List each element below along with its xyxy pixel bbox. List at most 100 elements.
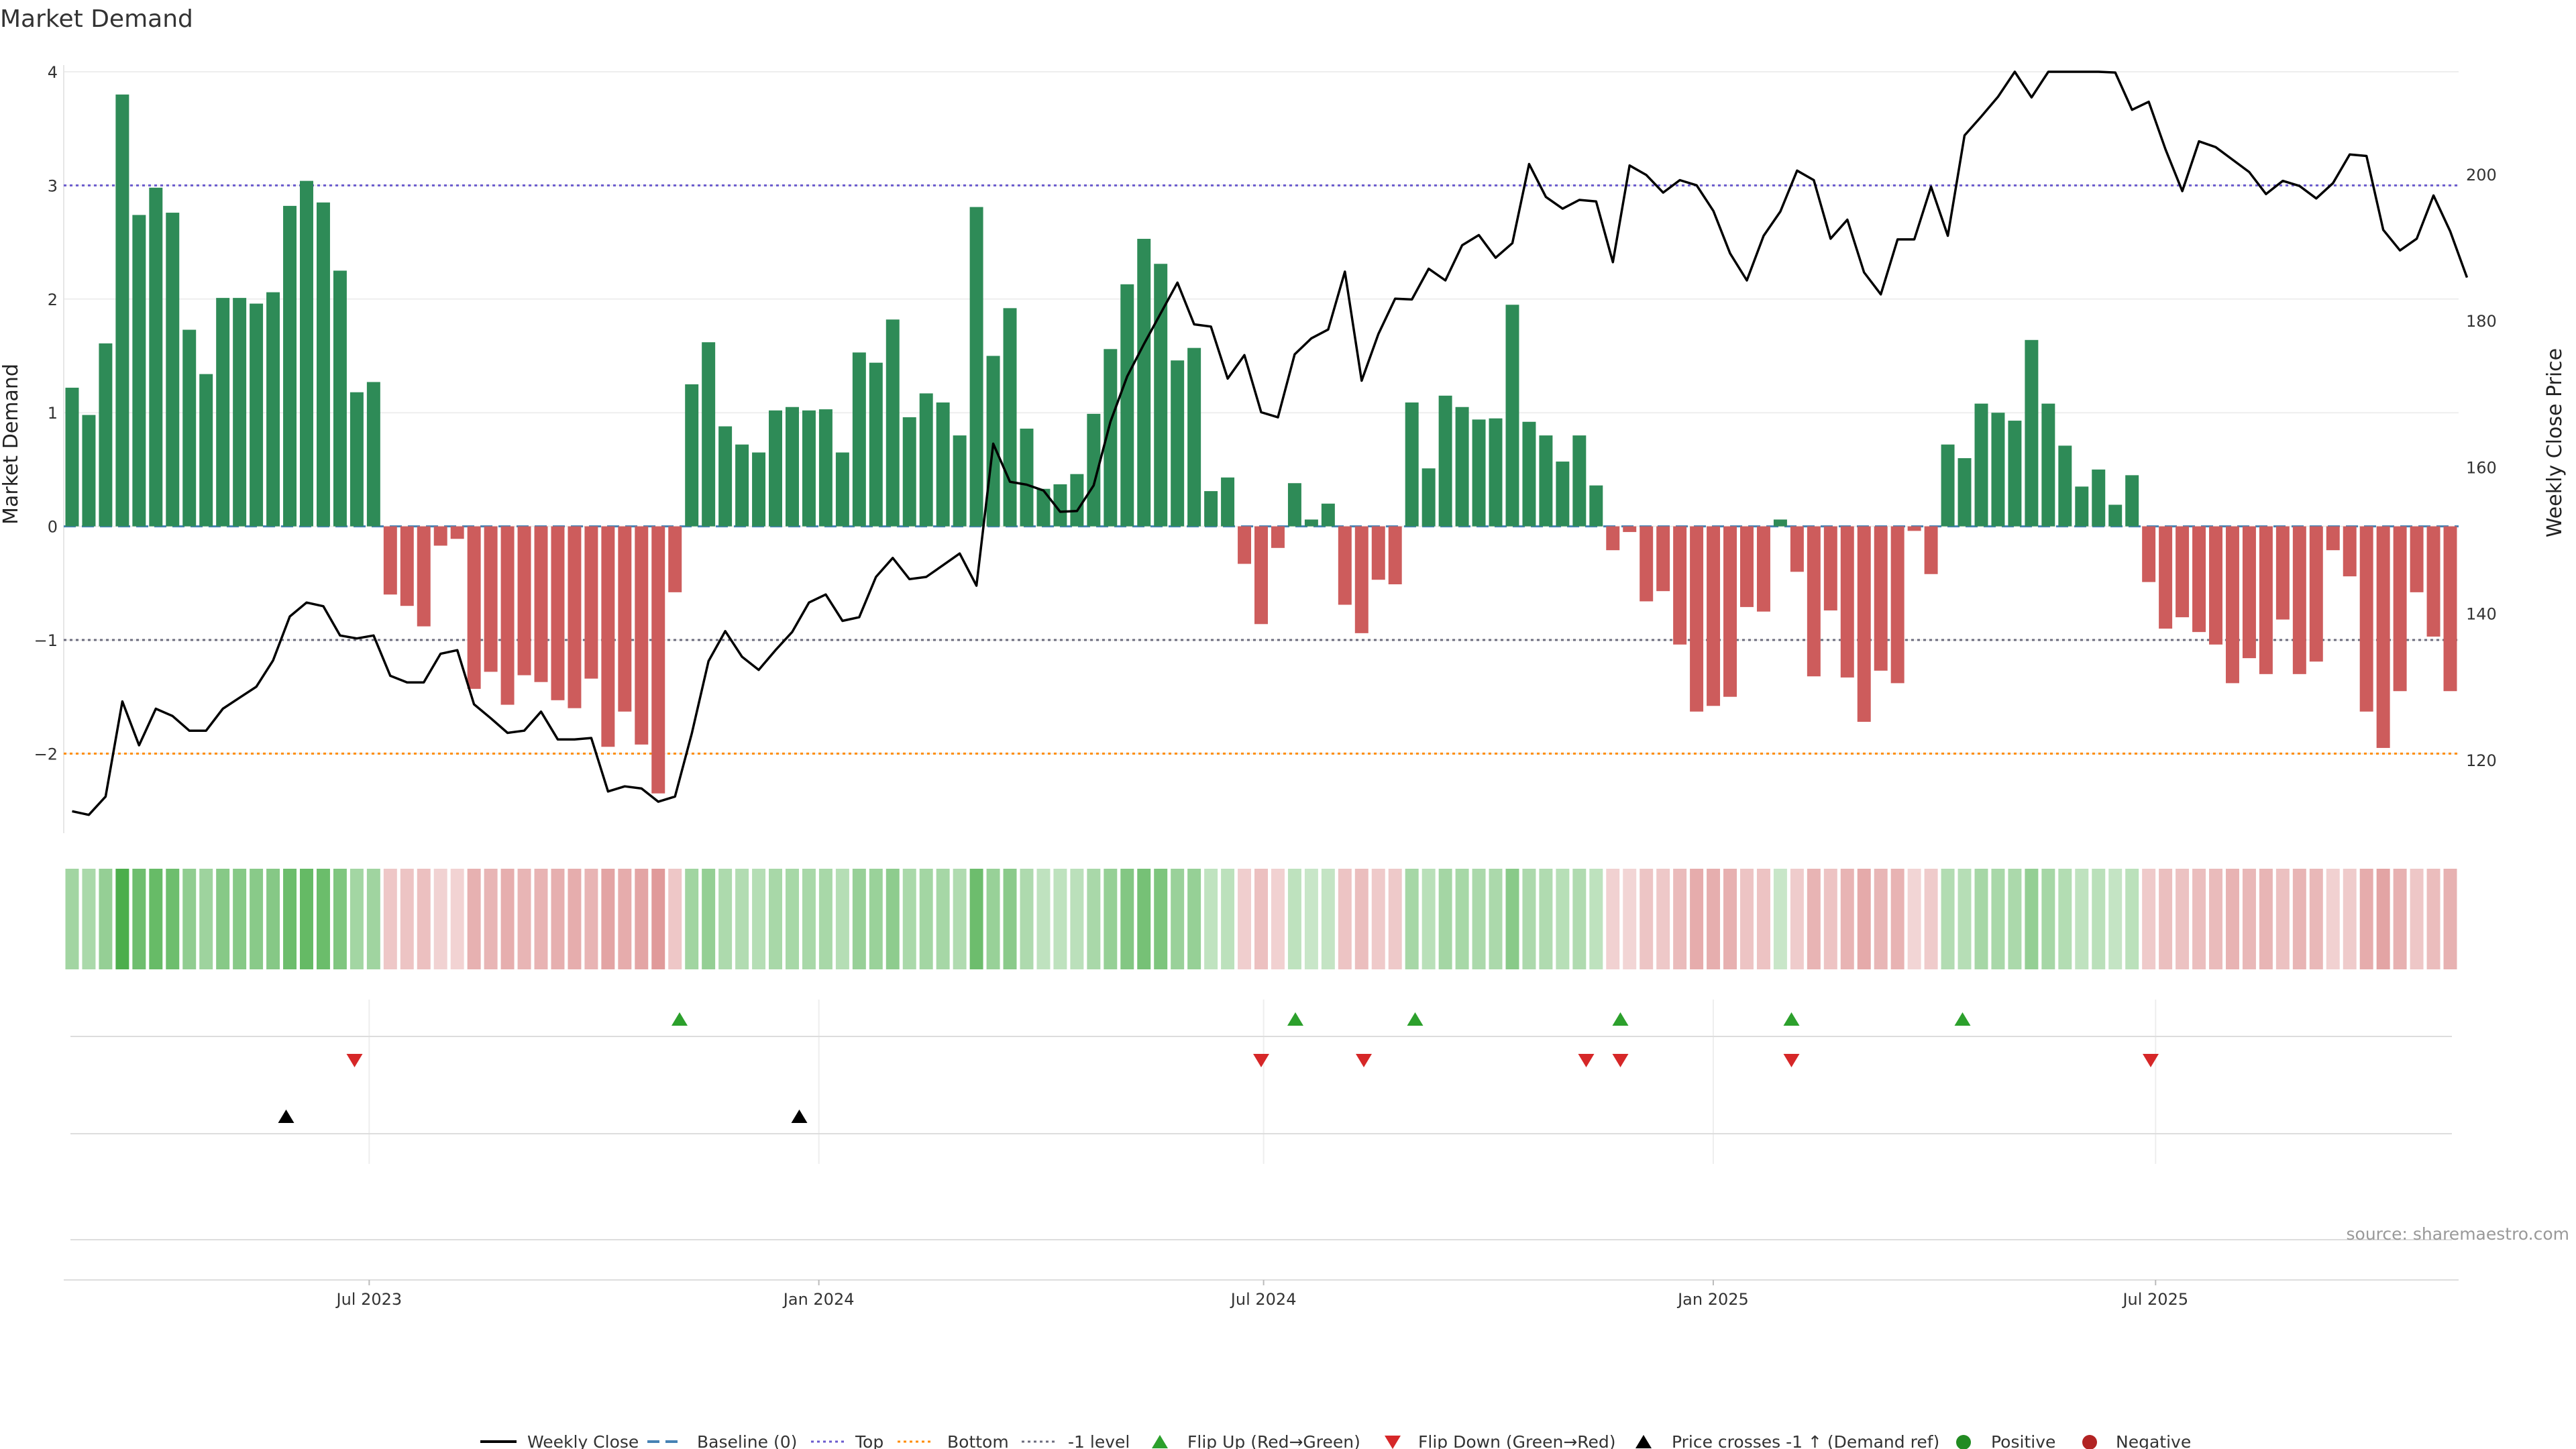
demand-bar-positive (2075, 486, 2089, 527)
strip-cell-negative (2443, 869, 2457, 969)
demand-bar-positive (2041, 403, 2055, 527)
demand-bar-negative (2209, 526, 2222, 645)
event-timelines (64, 1000, 2459, 1281)
strip-cell-positive (1154, 869, 1168, 969)
demand-bar-negative (1623, 526, 1637, 533)
strip-cell-negative (2142, 869, 2156, 969)
demand-bar-positive (702, 342, 716, 527)
demand-bar-positive (1572, 435, 1587, 527)
strip-cell-positive (1539, 869, 1553, 969)
legend-bottom: Bottom (947, 1432, 1009, 1449)
strip-cell-positive (1087, 869, 1101, 969)
flip-up-marker (1783, 1012, 1800, 1026)
demand-bar-positive (902, 417, 916, 527)
demand-bar-positive (1104, 349, 1118, 527)
demand-bar-negative (1823, 526, 1837, 610)
strip-cell-positive (1974, 869, 1988, 969)
strip-cell-negative (2242, 869, 2256, 969)
demand-bar-positive (65, 387, 79, 527)
demand-bar-positive (986, 356, 1000, 527)
strip-cell-positive (1020, 869, 1034, 969)
strip-cell-negative (2292, 869, 2306, 969)
source-note: source: sharemaestro.com (2347, 1224, 2570, 1244)
strip-cell-negative (1238, 869, 1252, 969)
left-tick-label: 2 (48, 290, 58, 309)
flip-down-marker (1253, 1054, 1269, 1067)
strip-cell-negative (1790, 869, 1804, 969)
demand-bar-positive (1539, 435, 1553, 527)
legend-baseline: Baseline (0) (697, 1432, 797, 1449)
legend-flip-down-icon (1385, 1436, 1401, 1449)
demand-bar-negative (1756, 526, 1770, 612)
strip-cell-positive (1472, 869, 1486, 969)
demand-bar-positive (919, 393, 933, 527)
demand-bar-positive (869, 362, 883, 527)
demand-bar-positive (1187, 347, 1201, 527)
right-axis-title: Weekly Close Price (2543, 348, 2567, 537)
demand-bar-negative (1371, 526, 1385, 580)
demand-bar-negative (2225, 526, 2239, 684)
demand-bar-negative (2192, 526, 2206, 633)
flip-down-marker (1783, 1054, 1800, 1067)
demand-bar-positive (366, 382, 380, 527)
strip-cell-negative (2426, 869, 2440, 969)
demand-bar-negative (2275, 526, 2290, 620)
demand-bar-positive (1455, 407, 1469, 527)
strip-cell-positive (2025, 869, 2039, 969)
strip-cell-positive (283, 869, 297, 969)
demand-bar-positive (1304, 519, 1318, 527)
strip-cell-positive (82, 869, 96, 969)
demand-bar-negative (417, 526, 431, 627)
strip-cell-positive (250, 869, 264, 969)
demand-bar-positive (2125, 475, 2139, 527)
strip-cell-positive (233, 869, 247, 969)
strip-cell-negative (2359, 869, 2373, 969)
strip-cell-positive (300, 869, 313, 969)
strip-cell-positive (216, 869, 230, 969)
strip-cell-negative (601, 869, 615, 969)
demand-bar-positive (802, 410, 816, 527)
price-line-group (72, 70, 2469, 816)
strip-cell-negative (1254, 869, 1268, 969)
strip-cell-negative (1890, 869, 1904, 969)
weekly-close-line (72, 70, 2469, 816)
strip-cell-positive (115, 869, 129, 969)
demand-bar-negative (568, 526, 582, 708)
strip-cell-positive (953, 869, 967, 969)
strip-cell-positive (718, 869, 733, 969)
demand-bar-positive (1321, 503, 1335, 527)
demand-bar-positive (2092, 469, 2106, 527)
strip-cell-positive (1120, 869, 1134, 969)
demand-bar-negative (1271, 526, 1285, 548)
demand-bar-positive (99, 343, 113, 527)
demand-bar-positive (2008, 421, 2022, 527)
legend-flip-up-icon (1152, 1435, 1168, 1448)
strip-cell-positive (2058, 869, 2072, 969)
strip-cell-positive (1287, 869, 1301, 969)
demand-bar-negative (2410, 526, 2424, 592)
demand-bar-negative (2443, 526, 2457, 692)
demand-bar-positive (1036, 488, 1051, 527)
x-tick-label: Jul 2023 (335, 1290, 402, 1309)
demand-bar-positive (936, 402, 950, 527)
strip-cell-positive (1991, 869, 2005, 969)
strip-cell-negative (534, 869, 548, 969)
strip-cell-negative (635, 869, 649, 969)
legend-flip-down: Flip Down (Green→Red) (1418, 1432, 1616, 1449)
strip-cell-positive (919, 869, 933, 969)
right-tick-label: 140 (2466, 605, 2497, 624)
demand-bar-positive (1070, 474, 1084, 527)
x-tick-label: Jul 2024 (1230, 1290, 1297, 1309)
strip-cell-positive (266, 869, 280, 969)
strip-cell-positive (199, 869, 213, 969)
demand-bar-negative (1707, 526, 1721, 706)
x-tick-label: Jan 2024 (782, 1290, 855, 1309)
strip-cell-positive (802, 869, 816, 969)
demand-bar-positive (283, 205, 297, 527)
right-tick-label: 180 (2466, 312, 2497, 331)
strip-cell-negative (1874, 869, 1888, 969)
demand-bar-negative (467, 526, 481, 689)
left-axis-title: Market Demand (0, 364, 23, 525)
left-tick-label: 0 (48, 518, 58, 537)
demand-bar-negative (1238, 526, 1252, 564)
